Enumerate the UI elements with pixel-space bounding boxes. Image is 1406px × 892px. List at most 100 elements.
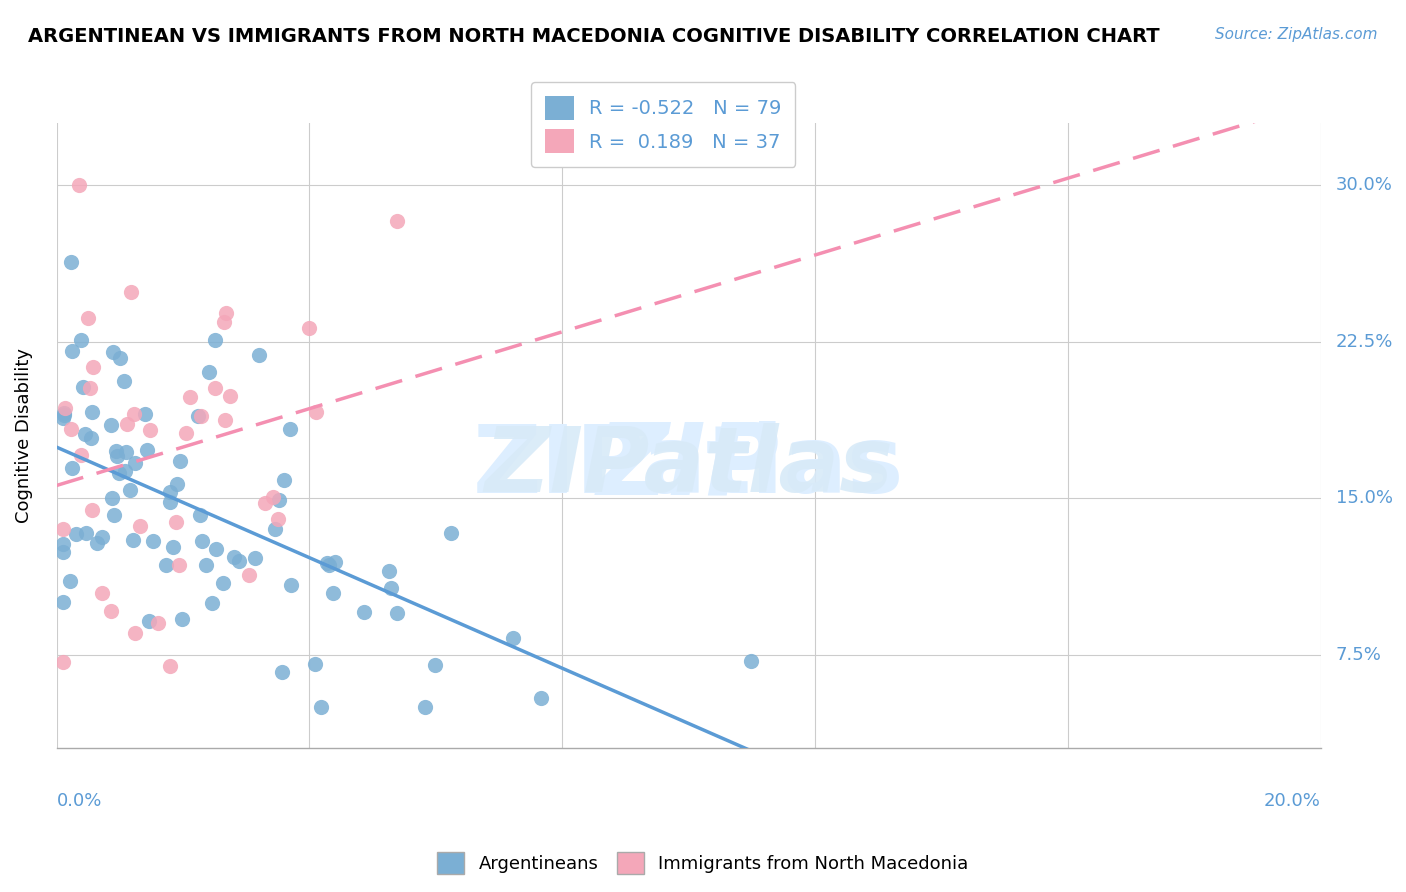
Point (179, 390, 201, 404)
Text: ZIPatlas: ZIPatlas (472, 421, 904, 513)
Point (214, 413, 236, 427)
Point (190, 409, 212, 423)
Point (52, 594, 75, 608)
Point (101, 345, 124, 359)
Point (59, 574, 82, 588)
Point (187, 409, 209, 424)
Point (103, 508, 125, 522)
Text: 30.0%: 30.0% (1336, 177, 1392, 194)
Point (305, 405, 328, 419)
Point (378, 565, 401, 579)
Point (91, 530, 114, 544)
Point (253, 496, 276, 510)
Point (219, 389, 242, 403)
Text: ZIP: ZIP (598, 418, 780, 516)
Point (100, 604, 122, 618)
Point (280, 578, 302, 592)
Point (167, 558, 190, 573)
Point (142, 534, 165, 549)
Point (211, 576, 233, 591)
Point (80, 405, 103, 419)
Point (440, 525, 463, 540)
Point (65, 527, 87, 541)
Text: ZIPatlas: ZIPatlas (484, 423, 893, 511)
Point (138, 615, 160, 629)
Point (267, 512, 290, 526)
Point (162, 540, 184, 554)
Point (204, 334, 226, 348)
Point (67, 178, 90, 193)
Point (159, 484, 181, 499)
Point (159, 495, 181, 509)
Point (174, 425, 197, 440)
Point (86, 536, 108, 550)
Text: 20.0%: 20.0% (1264, 792, 1320, 810)
Point (380, 582, 402, 596)
Point (105, 449, 128, 463)
Point (69, 333, 91, 347)
Point (91, 586, 114, 600)
Point (166, 477, 188, 491)
Point (264, 522, 287, 536)
Point (273, 473, 295, 487)
Point (309, 699, 332, 714)
Point (325, 555, 347, 569)
Point (195, 558, 218, 572)
Point (80, 431, 103, 445)
Point (385, 606, 408, 620)
Point (115, 417, 138, 431)
Point (52, 537, 75, 551)
Point (262, 490, 284, 504)
Point (60, 255, 83, 269)
Point (52, 655, 75, 669)
Point (304, 657, 326, 672)
Point (70, 448, 93, 462)
Text: ARGENTINEAN VS IMMIGRANTS FROM NORTH MACEDONIA COGNITIVE DISABILITY CORRELATION : ARGENTINEAN VS IMMIGRANTS FROM NORTH MAC… (28, 27, 1160, 45)
Point (60, 343, 83, 358)
Point (120, 285, 142, 300)
Point (124, 626, 146, 640)
Point (322, 586, 344, 600)
Point (267, 493, 290, 508)
Point (72, 379, 94, 393)
Point (222, 549, 245, 564)
Point (197, 365, 219, 379)
Point (169, 453, 191, 467)
Legend: Argentineans, Immigrants from North Macedonia: Argentineans, Immigrants from North Mace… (429, 843, 977, 883)
Point (740, 654, 762, 668)
Point (165, 516, 187, 530)
Point (215, 305, 238, 319)
Point (318, 558, 340, 572)
Point (108, 351, 131, 365)
Point (159, 659, 181, 673)
Point (122, 533, 145, 548)
Point (124, 456, 146, 470)
Point (108, 466, 131, 480)
Point (146, 616, 169, 631)
Point (423, 658, 446, 673)
Point (170, 612, 193, 626)
Text: 7.5%: 7.5% (1336, 646, 1382, 664)
Point (188, 508, 211, 523)
Point (53, 401, 76, 415)
Point (105, 444, 128, 458)
Point (502, 632, 524, 646)
Point (75, 426, 97, 441)
Point (115, 445, 138, 459)
Point (205, 541, 228, 556)
Text: 15.0%: 15.0% (1336, 489, 1393, 508)
Point (52, 522, 75, 536)
Point (212, 314, 235, 328)
Point (75, 526, 97, 541)
Y-axis label: Cognitive Disability: Cognitive Disability (15, 348, 32, 523)
Legend: R = -0.522   N = 79, R =  0.189   N = 37: R = -0.522 N = 79, R = 0.189 N = 37 (531, 82, 796, 167)
Point (134, 407, 156, 421)
Point (413, 699, 436, 714)
Point (101, 491, 124, 505)
Point (112, 374, 135, 388)
Point (59, 422, 82, 436)
Point (52, 410, 75, 425)
Point (271, 665, 294, 679)
Text: Source: ZipAtlas.com: Source: ZipAtlas.com (1215, 27, 1378, 42)
Point (82, 359, 104, 374)
